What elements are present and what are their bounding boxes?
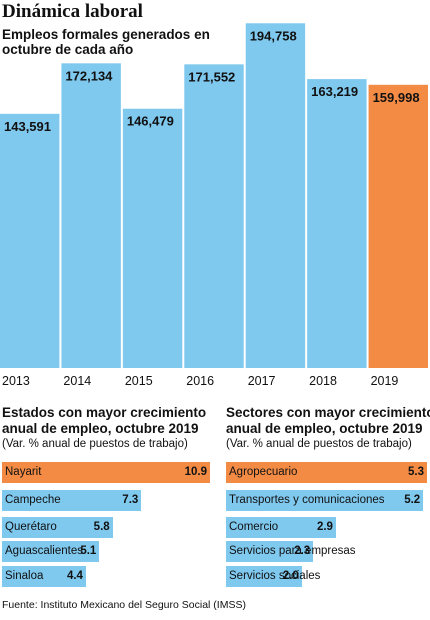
hbar — [226, 541, 314, 562]
bar-2016 — [184, 64, 244, 368]
hbar — [226, 517, 336, 538]
x-tick-label: 2013 — [2, 374, 30, 388]
states-panel-title: Estados con mayor crecimiento anual de e… — [2, 405, 207, 436]
hbar-value-label: 4.4 — [66, 570, 83, 582]
hbar-value-label: 5.2 — [404, 494, 421, 506]
hbar-category-label: Campeche — [5, 494, 61, 506]
bar-value-label: 171,552 — [188, 69, 235, 84]
hbar — [226, 462, 427, 483]
hbar — [2, 462, 210, 483]
bar-2017 — [245, 23, 306, 368]
hbar — [2, 517, 113, 538]
bar-2018 — [307, 79, 367, 369]
hbar — [226, 566, 302, 587]
hbar-value-label: 7.3 — [122, 494, 139, 506]
hbar-value-label: 5.8 — [93, 521, 110, 533]
chart-title: Dinámica laboral — [2, 1, 143, 22]
x-tick-label: 2015 — [125, 374, 153, 388]
hbar-value-label: 5.3 — [408, 466, 424, 478]
x-tick-label: 2014 — [63, 374, 91, 388]
hbar — [2, 566, 86, 587]
bar-2013 — [0, 113, 60, 368]
x-tick-label: 2019 — [371, 374, 399, 388]
x-tick-label: 2017 — [248, 374, 276, 388]
hbar-category-label: Sinaloa — [5, 570, 44, 582]
hbar-category-label: Transportes y comunicaciones — [229, 494, 385, 506]
x-tick-label: 2016 — [186, 374, 214, 388]
bar-value-label: 159,998 — [373, 90, 420, 105]
bar-2019 — [368, 84, 428, 369]
bar-value-label: 143,591 — [4, 119, 51, 134]
hbar-value-label: 5.1 — [80, 545, 97, 557]
sectors-panel-title: Sectores con mayor crecimiento anual de … — [226, 405, 430, 436]
hbar-category-label: Servicios sociales — [229, 570, 321, 582]
source-note: Fuente: Instituto Mexicano del Seguro So… — [2, 599, 246, 611]
hbar-category-label: Agropecuario — [229, 466, 298, 478]
bar-2015 — [122, 108, 183, 368]
hbar — [2, 490, 142, 511]
hbar-value-label: 2.9 — [316, 521, 333, 533]
bar-value-label: 163,219 — [311, 84, 358, 99]
bar-value-label: 172,134 — [65, 68, 113, 83]
hbar-category-label: Nayarit — [5, 466, 42, 478]
hbar-value-label: 2.0 — [282, 570, 299, 582]
states-panel-note: (Var. % anual de puestos de trabajo) — [2, 438, 188, 450]
hbar-value-label: 10.9 — [184, 466, 207, 478]
chart-subtitle: Empleos formales generados en octubre de… — [2, 27, 210, 57]
sectors-panel-note: (Var. % anual de puestos de trabajo) — [226, 438, 412, 450]
hbar-category-label: Aguascalientes — [5, 545, 83, 557]
x-tick-label: 2018 — [309, 374, 337, 388]
hbar — [2, 541, 100, 562]
annual-employment-chart: 143,591 2013 172,134 2014 146,479 2015 171,552… — [0, 23, 428, 388]
bar-value-label: 146,479 — [127, 114, 174, 129]
hbar-category-label: Comercio — [229, 521, 279, 533]
hbar-category-label: Servicios para empresas — [229, 545, 356, 557]
bar-value-label: 194,758 — [250, 28, 297, 43]
hbar-value-label: 2.3 — [294, 545, 311, 557]
hbar — [226, 490, 424, 511]
bar-2014 — [61, 63, 121, 369]
hbar-category-label: Querétaro — [5, 521, 57, 533]
